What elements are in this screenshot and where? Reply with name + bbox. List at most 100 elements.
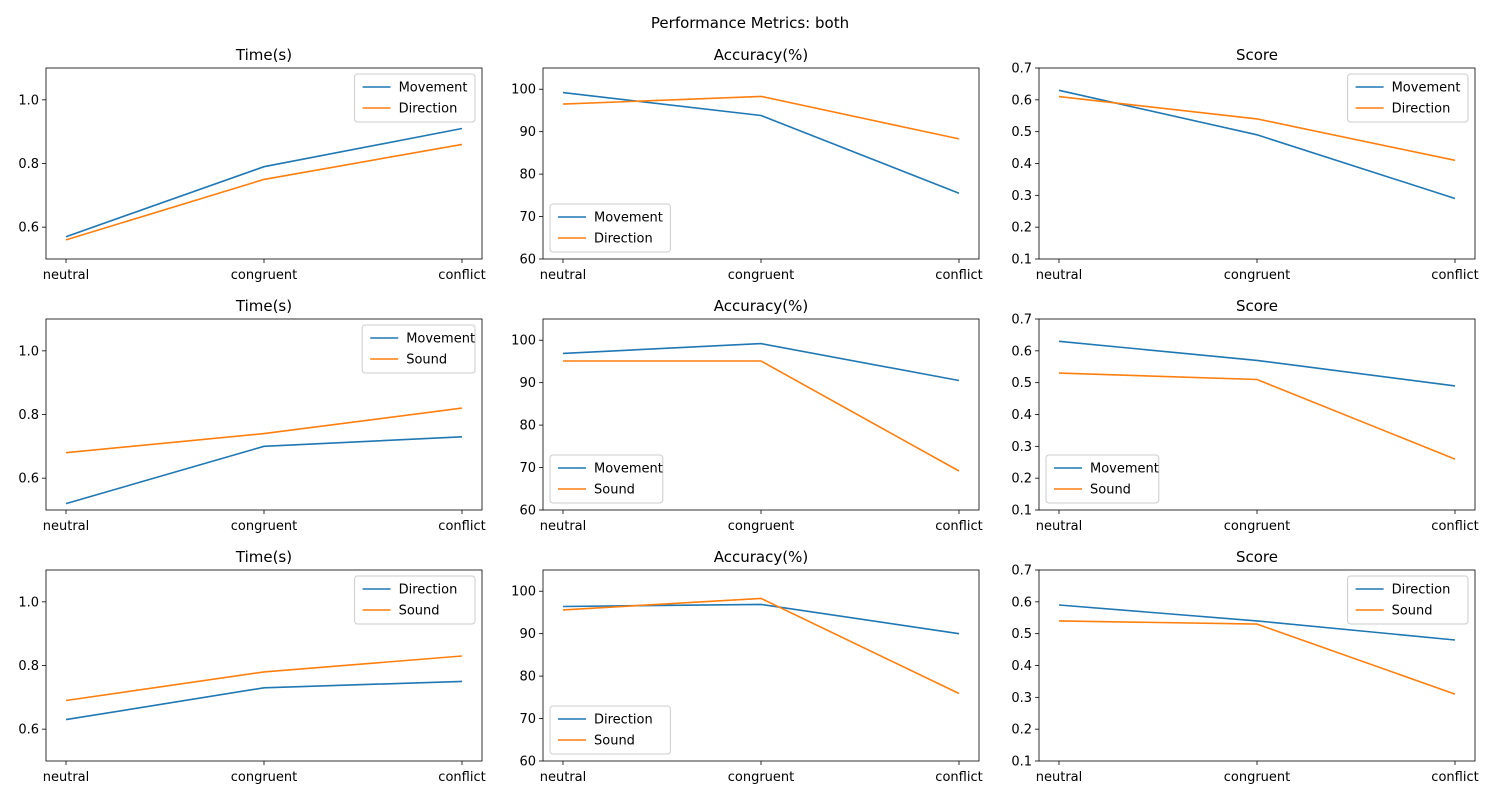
legend-label: Movement (399, 81, 468, 96)
legend-label: Movement (406, 332, 475, 347)
subplot-title: Accuracy(%) (714, 46, 808, 64)
x-tick-label: neutral (1036, 268, 1083, 283)
legend-box (549, 203, 671, 253)
legend-label: Direction (399, 102, 458, 117)
legend-box (354, 575, 476, 625)
legend-label: Direction (594, 713, 653, 728)
series-line-sound (65, 407, 463, 454)
y-tick-label: 60 (519, 504, 536, 519)
x-tick-label: congruent (1224, 268, 1291, 283)
series-line-direction (1058, 95, 1456, 162)
y-tick-label: 0.7 (1011, 313, 1032, 328)
x-tick-label: neutral (1036, 519, 1083, 534)
y-tick-label: 0.3 (1011, 189, 1032, 204)
x-tick-label: neutral (540, 519, 587, 534)
subplot-title: Accuracy(%) (714, 548, 808, 566)
x-tick-label: neutral (43, 268, 90, 283)
legend-label: Movement (1090, 462, 1159, 477)
y-tick-label: 100 (511, 585, 536, 600)
legend-label: Direction (594, 232, 653, 247)
subplot-7: Time(s) 0.6 0.8 1.0 neutral congruent conflict… (18, 548, 485, 785)
series-line-sound (65, 655, 463, 702)
x-tick-label: congruent (728, 770, 795, 785)
series-line-movement (1058, 340, 1456, 387)
x-tick-label: conflict (438, 268, 485, 283)
y-tick-label: 70 (519, 461, 536, 476)
subplot-6: Score 0.1 0.2 0.3 0.4 0.5 0.6 0.7 neutral congrue… (1011, 297, 1478, 534)
legend: Direction Sound (549, 705, 671, 755)
y-tick-label: 80 (519, 419, 536, 434)
y-tick-label: 90 (519, 627, 536, 642)
legend: Direction Sound (1347, 575, 1469, 625)
y-tick-label: 0.5 (1011, 376, 1032, 391)
series-line-movement (562, 342, 960, 382)
x-tick-label: neutral (540, 770, 587, 785)
subplot-3: Score 0.1 0.2 0.3 0.4 0.5 0.6 0.7 neutral congrue… (1011, 46, 1478, 283)
y-tick-label: 0.2 (1011, 723, 1032, 738)
legend-label: Sound (1392, 604, 1433, 619)
series-line-direction (562, 603, 960, 635)
x-tick-label: congruent (231, 519, 298, 534)
y-tick-label: 0.6 (1011, 595, 1032, 610)
series-line-sound (1058, 620, 1456, 695)
x-tick-label: congruent (231, 268, 298, 283)
y-tick-label: 60 (519, 755, 536, 770)
y-tick-label: 90 (519, 125, 536, 140)
x-tick-label: conflict (935, 519, 982, 534)
figure-suptitle: Performance Metrics: both (651, 14, 849, 32)
legend-label: Direction (1392, 583, 1451, 598)
x-tick-label: congruent (231, 770, 298, 785)
y-tick-label: 0.8 (18, 659, 39, 674)
subplot-title: Accuracy(%) (714, 297, 808, 315)
y-tick-label: 1.0 (18, 344, 39, 359)
y-tick-label: 0.8 (18, 408, 39, 423)
y-tick-label: 0.7 (1011, 62, 1032, 77)
legend-label: Direction (1392, 102, 1451, 117)
legend-label: Movement (594, 211, 663, 226)
y-tick-label: 0.2 (1011, 472, 1032, 487)
legend-label: Direction (399, 583, 458, 598)
y-tick-label: 1.0 (18, 93, 39, 108)
y-tick-label: 60 (519, 253, 536, 268)
series-line-sound (563, 360, 960, 472)
legend-box (1347, 73, 1469, 123)
legend-box (361, 324, 476, 374)
x-tick-label: conflict (1431, 770, 1478, 785)
y-tick-label: 0.4 (1011, 408, 1032, 423)
subplot-4: Time(s) 0.6 0.8 1.0 neutral congruent conflict… (18, 297, 485, 534)
y-tick-label: 0.8 (18, 157, 39, 172)
y-tick-label: 0.6 (1011, 344, 1032, 359)
series-line-movement (65, 127, 463, 238)
subplot-5: Accuracy(%) 60 70 80 90 100 neutral congruent co… (511, 297, 983, 534)
x-tick-label: neutral (540, 268, 587, 283)
legend: Direction Sound (354, 575, 476, 625)
series-line-movement (562, 91, 960, 194)
series-line-direction (562, 95, 960, 140)
legend-box (1347, 575, 1469, 625)
legend-label: Movement (594, 462, 663, 477)
y-tick-label: 0.4 (1011, 157, 1032, 172)
y-tick-label: 0.4 (1011, 659, 1032, 674)
legend: Movement Sound (361, 324, 476, 374)
y-tick-label: 0.6 (18, 221, 39, 236)
x-tick-label: congruent (728, 519, 795, 534)
subplot-title: Time(s) (235, 46, 292, 64)
legend-label: Sound (406, 353, 447, 368)
y-tick-label: 90 (519, 376, 536, 391)
legend-label: Sound (1090, 483, 1131, 498)
x-tick-label: conflict (438, 770, 485, 785)
legend: Movement Direction (549, 203, 671, 253)
subplot-1: Time(s) 0.6 0.8 1.0 neutral congruent conflict… (18, 46, 485, 283)
legend-box (549, 705, 671, 755)
legend-label: Sound (594, 483, 635, 498)
subplot-title: Time(s) (235, 548, 292, 566)
legend-box (1045, 454, 1160, 504)
y-tick-label: 70 (519, 210, 536, 225)
y-tick-label: 0.1 (1011, 755, 1032, 770)
y-tick-label: 0.5 (1011, 125, 1032, 140)
x-tick-label: neutral (1036, 770, 1083, 785)
y-tick-label: 100 (511, 83, 536, 98)
subplot-title: Time(s) (235, 297, 292, 315)
